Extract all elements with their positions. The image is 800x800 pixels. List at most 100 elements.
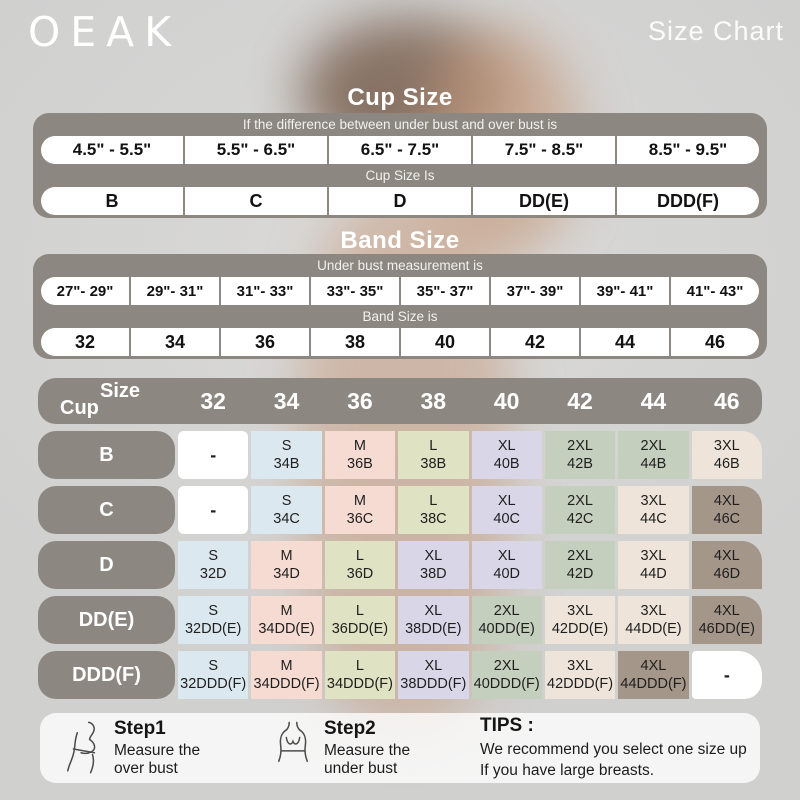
band-range-cell: 31"- 33" [219,277,309,305]
step2-label: Step2 [324,718,376,740]
band-value-cell: 38 [309,328,399,356]
matrix-cell: M 34D [251,541,322,589]
matrix-cell: 2XL 40DD(E) [471,596,542,644]
matrix-row-header: DD(E) [38,596,175,644]
tips-line2: If you have large breasts. [480,761,655,779]
band-range-cell: 29"- 31" [129,277,219,305]
matrix-row: DD(E) S 32DD(E) M 34DD(E) L 36DD(E) XL 38DD(E) 2X… [38,596,762,644]
tips-block: TIPS : We recommend you select one size … [480,715,747,782]
measure-guide-panel: Step1 Measure the over bust Step2 Measur… [40,713,760,783]
cup-condition-label: If the difference between under bust and… [242,117,558,132]
matrix-cell: 4XL 46C [691,486,762,534]
matrix-cell: XL 38D [398,541,469,589]
band-range-cell: 41"- 43" [669,277,759,305]
measure-under-bust-icon [277,721,309,763]
band-value-cell: 46 [669,328,759,356]
matrix-cell: S 32D [178,541,249,589]
step2-line2: under bust [324,760,398,777]
matrix-cell: M 34DD(E) [251,596,322,644]
cup-value-cell: DD(E) [471,187,615,215]
band-result-label: Band Size is [362,309,438,324]
matrix-col-header: 46 [714,387,740,414]
matrix-col-header: 32 [200,387,226,414]
band-size-heading: Band Size [340,227,460,254]
matrix-row: D S 32D M 34D L 36D XL 38D XL 40D 2XL 42D 3XL 44D 4XL 46… [38,541,762,589]
matrix-corner-cell: Size Cup [38,378,175,424]
matrix-cell: L 34DDD(F) [324,651,396,699]
matrix-cell: 4XL 46DD(E) [691,596,762,644]
matrix-cell: - [178,486,249,534]
band-range-cell: 33"- 35" [309,277,399,305]
matrix-cell: 3XL 42DD(E) [544,596,616,644]
matrix-cell: XL 38DD(E) [398,596,469,644]
matrix-cell: M 36C [324,486,396,534]
cup-value-cell: B [105,190,119,211]
matrix-cell: XL 40C [471,486,542,534]
matrix-col-header: 42 [567,387,593,414]
band-range-cell: 39"- 41" [579,277,669,305]
size-matrix-table: Size Cup 32 34 36 38 40 42 44 46 B - S 34B M 36B L 38B… [38,378,762,699]
band-value-cell: 40 [399,328,489,356]
brand-logo: OEAK [28,8,182,56]
matrix-cell: 4XL 44DDD(F) [618,651,689,699]
size-matrix-header: Size Cup 32 34 36 38 40 42 44 46 [38,378,762,424]
matrix-row-header: B [38,431,175,479]
cup-range-cell: 6.5" - 7.5" [327,136,471,164]
matrix-col-header: 36 [347,387,373,414]
matrix-cell: 2XL 42B [544,431,616,479]
tips-label: TIPS : [480,714,534,736]
band-value-cell: 44 [579,328,669,356]
matrix-corner-cup-label: Cup [60,397,99,419]
matrix-cell: L 38C [398,486,469,534]
matrix-col-header: 38 [420,387,447,414]
matrix-cell: 4XL 46D [691,541,762,589]
matrix-column-headers: 32 34 36 38 40 42 44 46 [178,378,762,424]
matrix-cell: 3XL 44D [618,541,689,589]
matrix-cell: L 38B [398,431,469,479]
step1-label: Step1 [114,718,166,740]
matrix-body: B - S 34B M 36B L 38B XL 40B 2XL 42B 2XL 44B 3XL 46B C - S… [38,431,762,699]
band-value-cell: 36 [219,328,309,356]
measure-step-2: Step2 Measure the under bust [274,718,436,778]
matrix-cell: - [178,431,249,479]
band-range-cell: 37"- 39" [489,277,579,305]
band-value-cell: 42 [489,328,579,356]
band-range-row: 27"- 29" 29"- 31" 31"- 33" 33"- 35" 35"- 37"… [41,277,759,305]
band-value-cell: 32 [74,331,96,352]
cup-result-label: Cup Size Is [365,168,435,183]
step1-line1: Measure the [114,742,201,760]
cup-range-cell: 7.5" - 8.5" [471,136,615,164]
matrix-cell: M 36B [324,431,396,479]
cup-range-cell: 8.5" - 9.5" [615,136,759,164]
cup-size-heading: Cup Size [347,84,453,111]
band-value-cell: 34 [129,328,219,356]
page-title: Size Chart [647,16,784,46]
matrix-cell: 2XL 42C [544,486,616,534]
matrix-cell: 3XL 44DD(E) [618,596,689,644]
matrix-cell: 3XL 44C [618,486,689,534]
band-range-cell: 35"- 37" [399,277,489,305]
band-value-row: 32 34 36 38 40 42 44 46 [41,328,759,356]
matrix-cell: L 36DD(E) [324,596,396,644]
cup-value-row: B C D DD(E) DDD(F) [41,187,759,215]
matrix-cell: XL 38DDD(F) [398,651,469,699]
matrix-row-header: DDD(F) [38,651,175,699]
matrix-row-header: C [38,486,175,534]
measure-step-1: Step1 Measure the over bust [64,718,226,778]
cup-range-row: 4.5" - 5.5" 5.5" - 6.5" 6.5" - 7.5" 7.5" - … [41,136,759,164]
matrix-row: C - S 34C M 36C L 38C XL 40C 2XL 42C 3XL 44C 4XL 46C [38,486,762,534]
matrix-col-header: 40 [493,387,520,414]
tips-line1: We recommend you select one size up [480,740,747,758]
band-condition-label: Under bust measurement is [317,258,483,273]
matrix-cell: 2XL 42D [544,541,616,589]
cup-value-cell: D [327,187,471,215]
matrix-col-header: 34 [273,387,300,414]
matrix-cell: S 34B [251,431,322,479]
cup-range-cell: 5.5" - 6.5" [183,136,327,164]
matrix-corner-size-label: Size [100,380,141,402]
matrix-row-header: D [38,541,175,589]
matrix-col-header: 44 [640,387,667,414]
matrix-cell: 3XL 46B [691,431,762,479]
band-size-table: Under bust measurement is 27"- 29" 29"- 3… [33,254,767,359]
